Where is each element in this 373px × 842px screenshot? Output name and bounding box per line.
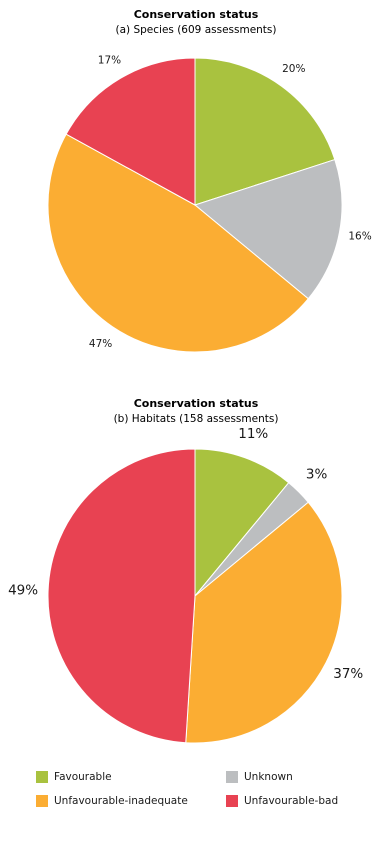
legend-label-favourable: Favourable — [54, 771, 112, 783]
chart-b-slice-unfavourable-inadequate — [185, 501, 343, 744]
legend-label-unknown: Unknown — [244, 771, 293, 783]
chart-a-pie: 20% 16% 47% 17% — [47, 54, 372, 353]
chart-a-slice-unfavourable-inadequate — [47, 133, 309, 353]
legend-item-favourable: Favourable — [36, 771, 112, 783]
chart-a-label-unknown: 16% — [348, 230, 371, 242]
chart-a-subtitle: (a) Species (609 assessments) — [116, 24, 277, 36]
chart-a-slice-unknown — [193, 158, 343, 300]
legend-item-unfavourable-bad: Unfavourable-bad — [226, 795, 338, 807]
chart-a-slice-favourable — [194, 57, 336, 206]
chart-b-label-unfavourable-inadequate: 37% — [333, 666, 363, 682]
legend-item-unknown: Unknown — [226, 771, 293, 783]
chart-a-label-favourable: 20% — [282, 63, 305, 75]
legend-label-unfavourable-bad: Unfavourable-bad — [244, 795, 339, 807]
legend-swatch-unfavourable-inadequate — [36, 795, 48, 807]
chart-b-subtitle: (b) Habitats (158 assessments) — [114, 413, 279, 425]
legend-swatch-favourable — [36, 771, 48, 783]
chart-b-pie: 11% 3% 37% 49% — [8, 426, 363, 744]
chart-a-label-unfavourable-inadequate: 47% — [89, 338, 112, 350]
chart-b-label-unknown: 3% — [306, 466, 328, 482]
legend-label-unfavourable-inadequate: Unfavourable-inadequate — [54, 795, 188, 807]
chart-b-slice-unfavourable-bad — [47, 448, 196, 744]
legend-item-unfavourable-inadequate: Unfavourable-inadequate — [36, 795, 188, 807]
chart-a-title: Conservation status — [134, 8, 259, 21]
chart-b-label-unfavourable-bad: 49% — [8, 583, 38, 599]
chart-b-title: Conservation status — [134, 397, 259, 410]
chart-b-slice-favourable — [194, 448, 290, 598]
chart-b-label-favourable: 11% — [238, 426, 268, 442]
chart-a-slice-unfavourable-bad — [65, 57, 196, 206]
legend-swatch-unknown — [226, 771, 238, 783]
chart-a-label-unfavourable-bad: 17% — [98, 54, 121, 66]
legend-swatch-unfavourable-bad — [226, 795, 238, 807]
